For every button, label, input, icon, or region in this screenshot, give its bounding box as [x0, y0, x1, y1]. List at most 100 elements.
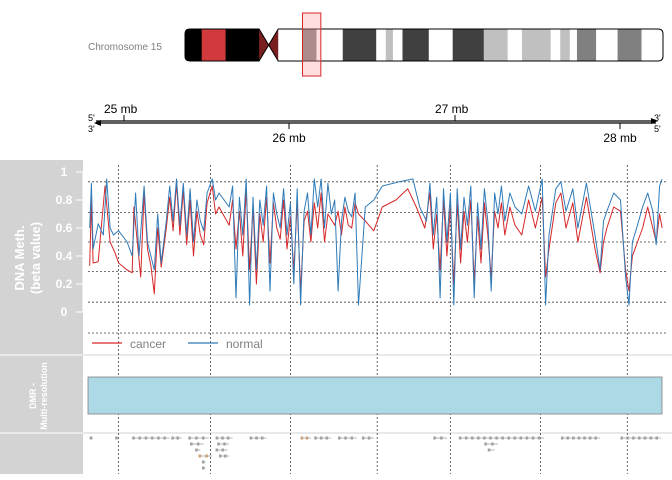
gene-exon [215, 448, 219, 452]
chromosome-band [596, 29, 619, 61]
gene-exon [176, 436, 179, 440]
gene-exon [344, 436, 347, 440]
chromosome-band [376, 29, 387, 61]
series-line-cancer [89, 182, 663, 295]
gene-exon [218, 454, 222, 458]
gene-exon [655, 436, 658, 440]
gene-exon [649, 436, 653, 440]
gene-exon [217, 442, 220, 446]
chromosome-band [302, 29, 317, 61]
gene-exon [458, 436, 462, 440]
gene-exon [491, 442, 494, 446]
gene-exon [224, 454, 227, 458]
chromosome-band [507, 29, 523, 61]
chromosome-band [560, 29, 571, 61]
axis-tick-label: 27 mb [435, 102, 469, 116]
gene-exon [201, 460, 205, 464]
gene-exon [560, 436, 564, 440]
gene-exon [195, 448, 198, 452]
gene-exon [115, 436, 118, 440]
gene-exon [637, 436, 641, 440]
legend: cancer normal [92, 337, 263, 351]
axis-tick-label: 28 mb [603, 131, 637, 145]
gene-exon [525, 436, 529, 440]
gene-exon [314, 436, 317, 440]
dmr-track-subtitle: Multi-resolution [39, 362, 49, 430]
y-tick-label: 0.4 [56, 249, 73, 263]
gene-exon [583, 436, 586, 440]
chromosome-band [402, 29, 430, 61]
chromosome-band [278, 29, 303, 61]
chromosome-band [342, 29, 377, 61]
gene-exon [483, 436, 486, 440]
chromosome-band [617, 29, 642, 61]
gene-exon [489, 436, 492, 440]
gene-exon [531, 436, 535, 440]
chromosome-band [576, 29, 597, 61]
gene-exon [171, 436, 174, 440]
methylation-series [89, 178, 663, 306]
chromosome-band [185, 29, 203, 61]
y-tick-label: 0.8 [56, 193, 73, 207]
legend-label: normal [226, 337, 263, 351]
gene-exon [195, 436, 198, 440]
gene-exon [201, 436, 205, 440]
meth-track-title: DNA Meth. [12, 225, 27, 290]
gene-exon [198, 454, 202, 458]
meth-track-panel [0, 160, 83, 354]
gene-exon [221, 448, 225, 452]
gene-exon [495, 436, 498, 440]
gene-exon [577, 436, 581, 440]
gene-exon [433, 436, 436, 440]
gene-exon [325, 436, 329, 440]
gene-exon [471, 436, 474, 440]
gene-exon [519, 436, 523, 440]
gene-exon [190, 442, 193, 446]
gene-exon [487, 448, 491, 452]
gene-exon [188, 436, 191, 440]
gene-exon [338, 436, 341, 440]
y-axis: 0 0.2 0.4 0.6 0.8 1 [56, 165, 84, 319]
region-highlight [302, 12, 322, 77]
grid-lines [88, 165, 667, 474]
axis-arrow-right [651, 118, 658, 124]
meth-track-subtitle: (beta value) [28, 222, 43, 294]
gene-exon [507, 436, 510, 440]
gene-exon [632, 436, 635, 440]
gene-exon [477, 436, 480, 440]
gene-exon [440, 436, 443, 440]
chromosome-band [201, 29, 227, 61]
gene-exon [138, 436, 141, 440]
gene-exon [537, 436, 541, 440]
gene-exon [350, 436, 354, 440]
chromosome-ideogram [184, 12, 664, 77]
chromosome-band [428, 29, 454, 61]
chromosome-band [641, 29, 663, 61]
gene-exon [626, 436, 629, 440]
axis-arrow-left [94, 120, 101, 126]
axis-tick-label: 26 mb [272, 131, 306, 145]
y-tick-label: 0 [61, 305, 68, 319]
strand-label: 3' [88, 124, 95, 134]
gene-exon [260, 436, 264, 440]
gene-exon [566, 436, 570, 440]
gene-exon [594, 436, 597, 440]
dmr-region [87, 376, 663, 415]
chromosome-band [452, 29, 485, 61]
strand-label: 3' [654, 113, 661, 123]
gene-exon [221, 436, 224, 440]
gene-exon [588, 436, 592, 440]
gene-exon [223, 442, 226, 446]
chromosome-band [569, 29, 578, 61]
gene-models [89, 436, 662, 470]
chromosome-band [225, 29, 260, 61]
gene-exon [163, 436, 166, 440]
gene-exon [150, 436, 154, 440]
gene-exon [144, 436, 148, 440]
gene-exon [201, 466, 205, 470]
gene-exon [226, 436, 230, 440]
gene-exon [89, 436, 93, 440]
chromosome-band [385, 29, 394, 61]
gene-exon [205, 454, 208, 458]
y-tick-label: 1 [61, 165, 68, 179]
